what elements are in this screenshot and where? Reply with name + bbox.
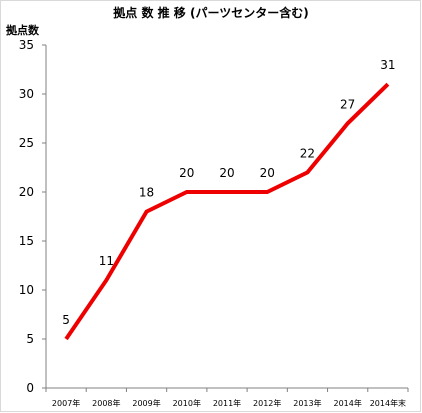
y-tick-label: 10 bbox=[19, 283, 34, 297]
chart-title: 拠点 数 推 移 (パーツセンター含む) bbox=[113, 6, 309, 20]
y-tick-label: 15 bbox=[19, 234, 34, 248]
axes bbox=[45, 45, 408, 389]
x-tick-label: 2014年 bbox=[333, 398, 361, 408]
series-layer bbox=[64, 82, 390, 341]
y-tick-labels: 0 5 10 15 20 25 30 35 bbox=[19, 38, 46, 395]
x-tick-label: 2014年末 bbox=[370, 398, 406, 408]
x-tick-label: 2011年 bbox=[213, 398, 241, 408]
data-label: 20 bbox=[260, 166, 275, 180]
data-label: 20 bbox=[179, 166, 194, 180]
data-label: 11 bbox=[99, 254, 114, 268]
data-label: 18 bbox=[139, 186, 154, 200]
y-tick-label: 25 bbox=[19, 136, 34, 150]
y-axis-label: 拠点数 bbox=[6, 24, 39, 37]
y-tick-label: 30 bbox=[19, 87, 34, 101]
data-label: 5 bbox=[62, 313, 70, 327]
y-tick-label: 5 bbox=[26, 332, 34, 346]
y-tick-label: 20 bbox=[19, 185, 34, 199]
data-label: 27 bbox=[340, 97, 355, 111]
x-tick-label: 2007年 bbox=[52, 398, 80, 408]
x-tick-label: 2012年 bbox=[253, 398, 281, 408]
data-label: 22 bbox=[300, 146, 315, 160]
data-label: 31 bbox=[380, 58, 395, 72]
data-labels: 5 11 18 20 20 20 22 27 31 bbox=[62, 58, 395, 327]
x-tick-label: 2010年 bbox=[173, 398, 201, 408]
x-tick-label: 2013年 bbox=[293, 398, 321, 408]
x-tick-label: 2009年 bbox=[132, 398, 160, 408]
y-tick-label: 35 bbox=[19, 38, 34, 52]
data-label: 20 bbox=[219, 166, 234, 180]
x-tick-label: 2008年 bbox=[92, 398, 120, 408]
y-tick-label: 0 bbox=[26, 381, 34, 395]
x-tick-labels: 2007年 2008年 2009年 2010年 2011年 2012年 2013年 2014年… bbox=[45, 388, 409, 408]
series-line bbox=[64, 82, 390, 341]
